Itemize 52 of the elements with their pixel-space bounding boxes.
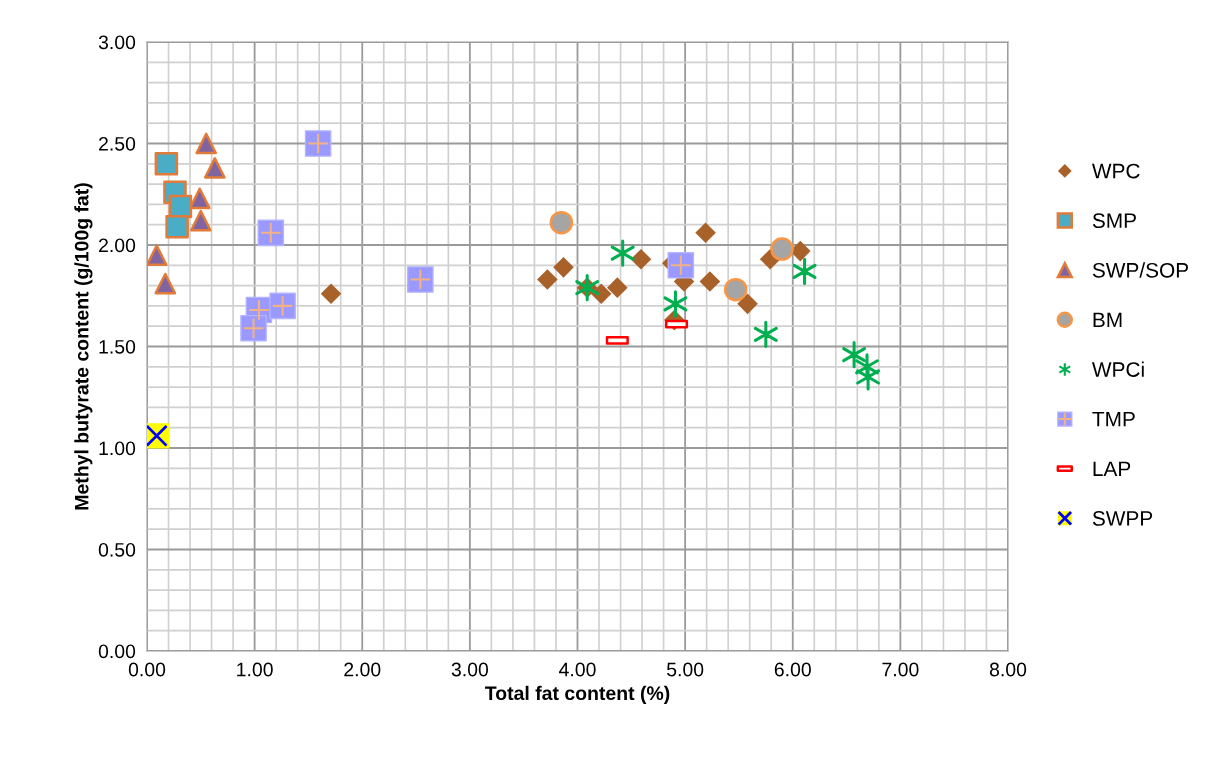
point <box>154 152 179 176</box>
point <box>610 239 635 267</box>
x-axis-title: Total fat content (%) <box>485 685 670 704</box>
point <box>699 271 721 292</box>
legend-label: TMP <box>1092 412 1135 427</box>
point <box>320 283 342 305</box>
x-tick-label: 1.00 <box>237 662 273 677</box>
legend-label: WPCi <box>1091 361 1144 377</box>
legend-label: LAP <box>1093 461 1131 476</box>
point <box>537 269 558 290</box>
point <box>590 283 612 305</box>
y-tick-label: 1.50 <box>99 339 136 354</box>
point <box>753 320 778 348</box>
point <box>189 209 212 232</box>
x-tick-label: 0.00 <box>128 662 166 677</box>
point <box>663 290 688 318</box>
legend-label: SWP/SOP <box>1092 262 1189 278</box>
point <box>723 277 748 302</box>
legend-label: BM <box>1093 312 1122 328</box>
y-tick-label: 1.00 <box>99 441 136 456</box>
x-tick-label: 7.00 <box>882 662 919 677</box>
x-tick-label: 8.00 <box>989 662 1027 677</box>
point <box>607 277 628 298</box>
point <box>553 257 574 278</box>
y-tick-label: 2.00 <box>99 238 136 253</box>
point <box>695 222 716 244</box>
legend-label: SWPP <box>1092 511 1153 526</box>
point <box>188 187 211 210</box>
y-axis-title: Methyl butyrate content (g/100g fat) <box>74 183 93 510</box>
point <box>549 210 574 235</box>
y-tick-label: 0.50 <box>98 542 136 557</box>
point <box>165 214 189 239</box>
point <box>792 257 817 285</box>
x-tick-label: 6.00 <box>774 662 811 677</box>
point <box>147 244 168 266</box>
x-tick-label: 4.00 <box>559 662 596 677</box>
point <box>770 237 794 261</box>
y-tick-label: 3.00 <box>98 35 136 50</box>
y-tick-label: 0.00 <box>98 644 136 659</box>
point <box>154 272 177 295</box>
x-tick-label: 3.00 <box>451 662 489 677</box>
point <box>630 248 652 270</box>
point <box>842 341 867 369</box>
point <box>195 132 218 155</box>
point <box>737 293 758 315</box>
y-tick-label: 2.50 <box>99 136 136 151</box>
point <box>856 363 881 391</box>
point <box>203 157 226 179</box>
legend-label: SMP <box>1092 213 1136 229</box>
legend-label: WPC <box>1091 163 1140 179</box>
x-tick-label: 5.00 <box>666 662 704 677</box>
x-tick-label: 2.00 <box>344 662 381 677</box>
